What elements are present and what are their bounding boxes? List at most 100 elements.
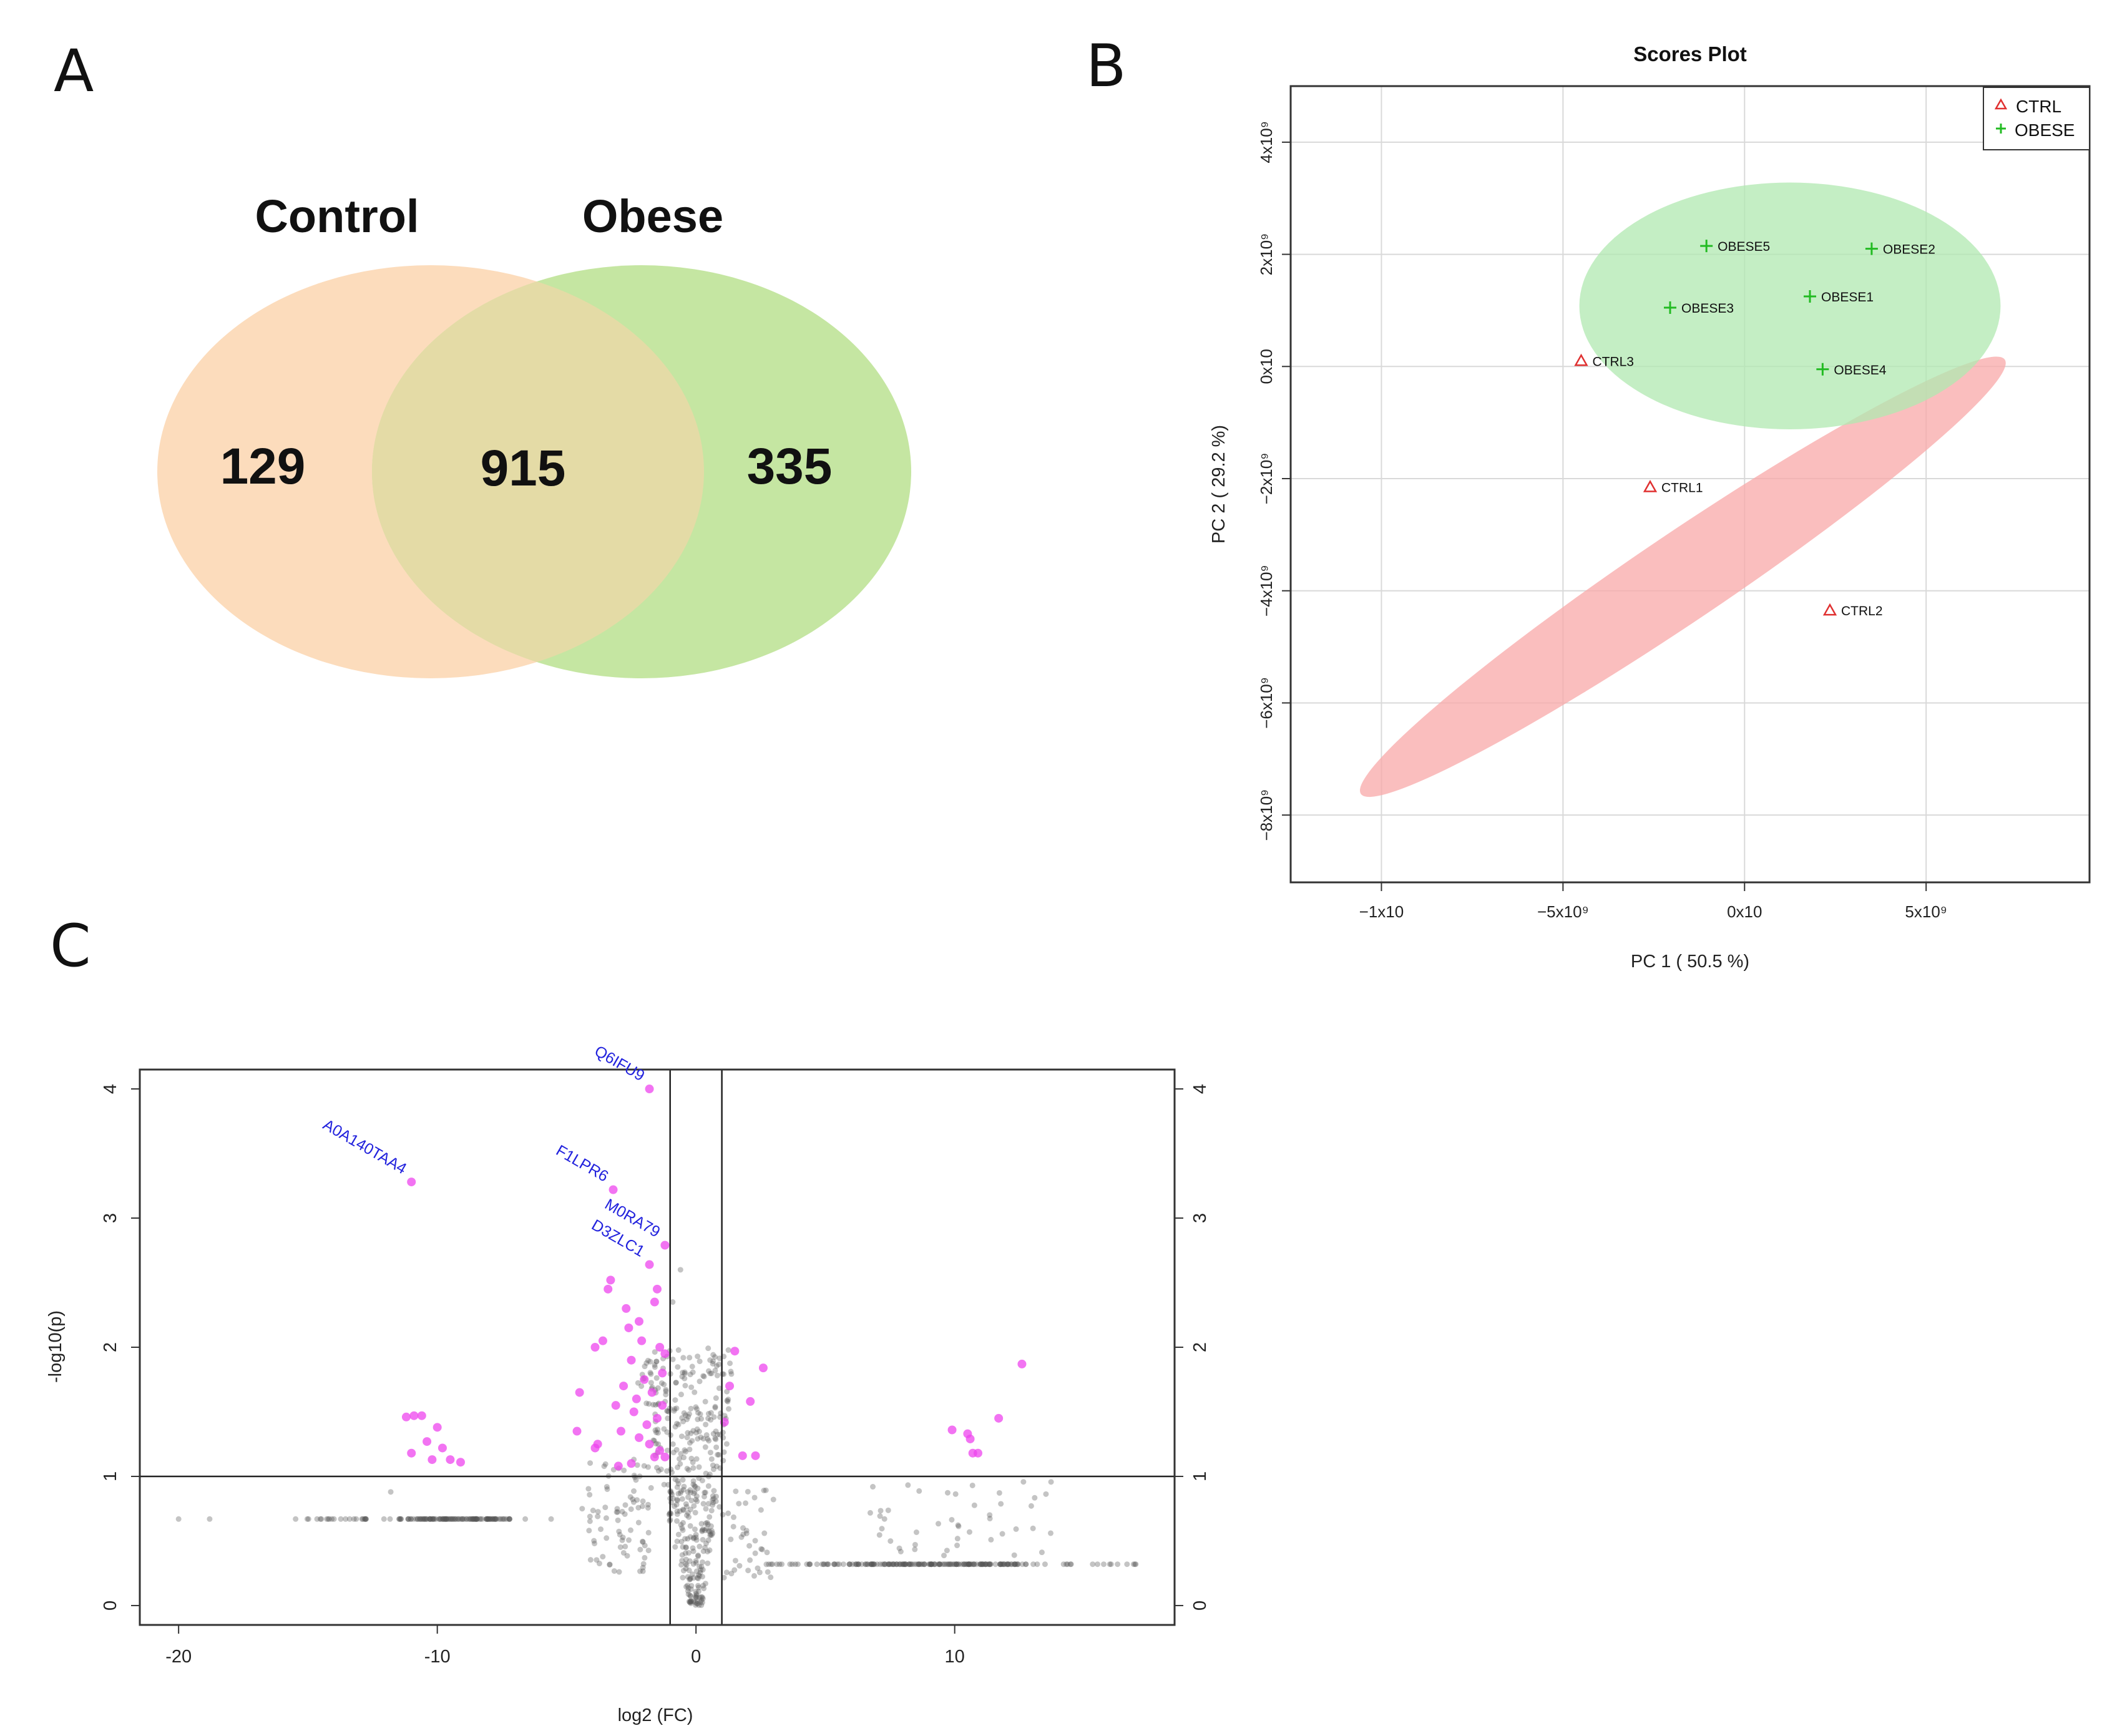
volcano-point-nonsignificant: [426, 1516, 433, 1522]
volcano-point-nonsignificant: [325, 1516, 331, 1522]
volcano-point-nonsignificant: [653, 1358, 660, 1365]
volcano-point-nonsignificant: [896, 1545, 902, 1551]
volcano-point-nonsignificant: [492, 1516, 499, 1522]
volcano-point-nonsignificant: [650, 1402, 657, 1408]
volcano-point-nonsignificant: [998, 1501, 1004, 1507]
volcano-point-significant: [758, 1363, 768, 1373]
volcano-point-nonsignificant: [438, 1516, 444, 1522]
volcano-point-nonsignificant: [485, 1516, 491, 1522]
volcano-point-nonsignificant: [956, 1523, 962, 1529]
volcano-point-nonsignificant: [443, 1516, 449, 1522]
volcano-point-nonsignificant: [473, 1516, 479, 1522]
volcano-point-nonsignificant: [646, 1401, 652, 1407]
pca-point-ctrl: [1643, 479, 1658, 492]
volcano-point-nonsignificant: [730, 1523, 736, 1529]
volcano-point-nonsignificant: [678, 1539, 685, 1545]
volcano-point-nonsignificant: [794, 1561, 801, 1568]
volcano-point-nonsignificant: [642, 1554, 648, 1561]
volcano-y-axis-title: -log10(p): [46, 1310, 66, 1383]
volcano-point-nonsignificant: [685, 1587, 691, 1594]
volcano-x-tick-label: 10: [945, 1647, 965, 1667]
volcano-point-nonsignificant: [603, 1515, 609, 1521]
volcano-point-nonsignificant: [635, 1504, 642, 1511]
volcano-point-nonsignificant: [806, 1561, 813, 1568]
volcano-point-nonsignificant: [899, 1561, 906, 1568]
volcano-point-nonsignificant: [304, 1516, 310, 1522]
volcano-point-nonsignificant: [711, 1496, 717, 1502]
volcano-point-nonsignificant: [693, 1406, 700, 1412]
volcano-point-nonsignificant: [506, 1516, 512, 1522]
volcano-point-significant: [401, 1412, 411, 1421]
volcano-point-nonsignificant: [1034, 1561, 1040, 1568]
volcano-point-nonsignificant: [671, 1408, 677, 1414]
pca-plot-border: [1289, 85, 2091, 884]
volcano-point-nonsignificant: [714, 1372, 720, 1378]
volcano-point-nonsignificant: [665, 1408, 671, 1414]
volcano-point-nonsignificant: [474, 1516, 481, 1522]
volcano-point-nonsignificant: [689, 1571, 695, 1578]
volcano-point-nonsignificant: [683, 1566, 689, 1572]
volcano-point-nonsignificant: [469, 1516, 476, 1522]
volcano-point-nonsignificant: [1124, 1561, 1130, 1568]
volcano-point-nonsignificant: [680, 1574, 686, 1581]
volcano-point-nonsignificant: [674, 1508, 680, 1514]
volcano-point-nonsignificant: [1011, 1552, 1017, 1558]
volcano-point-nonsignificant: [673, 1380, 679, 1386]
volcano-point-nonsignificant: [687, 1534, 693, 1540]
volcano-point-nonsignificant: [680, 1507, 687, 1513]
volcano-point-nonsignificant: [472, 1516, 478, 1522]
volcano-point-nonsignificant: [705, 1411, 711, 1417]
volcano-point-nonsignificant: [442, 1516, 448, 1522]
volcano-point-significant: [627, 1355, 636, 1365]
volcano-point-nonsignificant: [1014, 1561, 1020, 1568]
volcano-point-nonsignificant: [614, 1506, 620, 1512]
volcano-point-nonsignificant: [714, 1463, 720, 1470]
volcano-point-nonsignificant: [687, 1592, 693, 1599]
volcano-y-tick-label-left: 0: [100, 1601, 120, 1611]
volcano-point-nonsignificant: [997, 1561, 1004, 1568]
volcano-point-nonsignificant: [889, 1561, 896, 1568]
volcano-point-nonsignificant: [931, 1561, 937, 1568]
volcano-point-nonsignificant: [504, 1516, 510, 1522]
volcano-point-nonsignificant: [727, 1360, 733, 1367]
volcano-point-nonsignificant: [688, 1430, 694, 1436]
volcano-point-nonsignificant: [626, 1537, 632, 1543]
volcano-point-nonsignificant: [901, 1561, 907, 1568]
volcano-point-nonsignificant: [986, 1561, 992, 1568]
venn-diagram: Control Obese 129 915 335: [157, 190, 911, 678]
volcano-point-nonsignificant: [652, 1349, 658, 1355]
volcano-point-nonsignificant: [1005, 1561, 1011, 1568]
volcano-point-nonsignificant: [470, 1516, 476, 1522]
volcano-point-nonsignificant: [697, 1411, 703, 1417]
volcano-point-nonsignificant: [705, 1483, 711, 1489]
volcano-point-significant: [730, 1347, 740, 1356]
volcano-point-nonsignificant: [740, 1525, 746, 1531]
volcano-point-nonsignificant: [699, 1527, 705, 1533]
volcano-point-nonsignificant: [703, 1421, 709, 1428]
volcano-point-nonsignificant: [692, 1599, 698, 1606]
volcano-point-nonsignificant: [694, 1426, 700, 1432]
volcano-point-nonsignificant: [627, 1494, 633, 1500]
volcano-point-nonsignificant: [692, 1389, 698, 1395]
legend-ctrl-marker: [1994, 98, 2008, 110]
volcano-point-nonsignificant: [653, 1375, 660, 1381]
volcano-point-nonsignificant: [868, 1561, 874, 1568]
volcano-point-nonsignificant: [740, 1531, 746, 1538]
volcano-point-nonsignificant: [678, 1433, 685, 1440]
volcano-point-nonsignificant: [693, 1592, 700, 1599]
volcano-point-nonsignificant: [756, 1569, 763, 1576]
volcano-point-nonsignificant: [969, 1561, 975, 1568]
volcano-point-nonsignificant: [1015, 1561, 1021, 1568]
volcano-point-nonsignificant: [720, 1511, 726, 1518]
volcano-point-nonsignificant: [703, 1520, 709, 1526]
volcano-point-nonsignificant: [479, 1516, 486, 1522]
volcano-point-nonsignificant: [678, 1562, 685, 1568]
volcano-point-nonsignificant: [672, 1397, 678, 1403]
volcano-point-nonsignificant: [496, 1516, 502, 1522]
volcano-point-nonsignificant: [604, 1535, 610, 1541]
volcano-point-significant: [645, 1085, 654, 1094]
volcano-point-nonsignificant: [675, 1491, 682, 1497]
volcano-point-nonsignificant: [709, 1528, 715, 1534]
volcano-point-nonsignificant: [431, 1516, 438, 1522]
volcano-point-nonsignificant: [685, 1591, 692, 1597]
